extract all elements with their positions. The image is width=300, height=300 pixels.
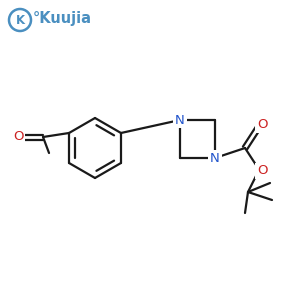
Text: °Kuujia: °Kuujia bbox=[33, 11, 92, 26]
Text: K: K bbox=[15, 14, 25, 26]
Text: N: N bbox=[175, 113, 185, 127]
Text: O: O bbox=[13, 130, 23, 143]
Text: O: O bbox=[257, 164, 267, 178]
Text: N: N bbox=[210, 152, 220, 164]
Text: O: O bbox=[257, 118, 267, 131]
